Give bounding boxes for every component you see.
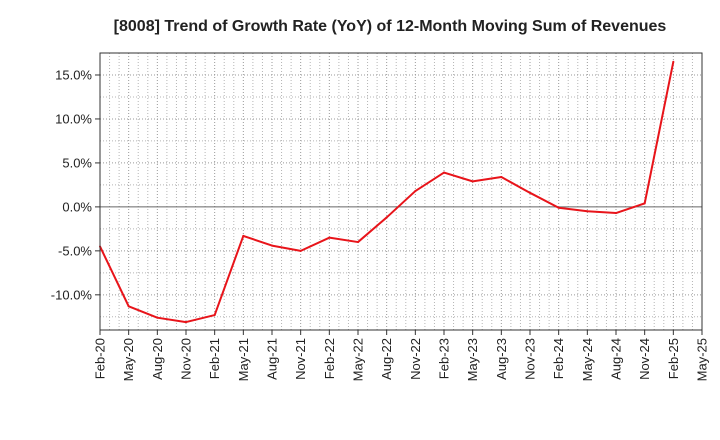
x-tick-label: Aug-24 xyxy=(609,338,624,380)
y-tick-label: 15.0% xyxy=(55,67,92,82)
data-point xyxy=(557,206,560,209)
x-tick-label: Feb-25 xyxy=(666,338,681,379)
x-tick-label: May-23 xyxy=(465,338,480,381)
x-axis: Feb-20 May-20 Aug-20 Nov-20 Feb-21 May-21 Aug-… xyxy=(93,330,710,381)
x-tick-label: Aug-20 xyxy=(150,338,165,380)
data-point xyxy=(529,191,531,194)
x-tick-label: Feb-22 xyxy=(322,338,337,379)
data-point xyxy=(328,236,331,239)
x-tick-label: Feb-20 xyxy=(93,338,108,379)
x-tick-label: Aug-23 xyxy=(494,338,509,380)
x-tick-label: Feb-23 xyxy=(437,338,452,379)
x-tick-label: Aug-21 xyxy=(265,338,280,380)
x-tick-label: May-25 xyxy=(695,338,710,381)
series-layer xyxy=(99,60,675,324)
y-tick-label: 10.0% xyxy=(55,111,92,126)
data-point xyxy=(471,180,474,183)
data-point xyxy=(672,60,675,63)
x-tick-label: Feb-21 xyxy=(207,338,222,379)
x-tick-label: Nov-22 xyxy=(408,338,423,380)
x-tick-label: Nov-21 xyxy=(293,338,308,380)
x-tick-label: Aug-22 xyxy=(379,338,394,380)
data-point xyxy=(443,171,445,174)
data-point xyxy=(615,212,617,215)
y-axis: 15.0% 10.0% 5.0% 0.0% -5.0% -10.0% xyxy=(51,67,100,302)
data-point xyxy=(586,210,589,213)
y-tick-label: -10.0% xyxy=(51,287,93,302)
data-point xyxy=(643,202,646,205)
data-point xyxy=(185,321,187,324)
data-point xyxy=(156,316,159,319)
data-point xyxy=(271,244,273,247)
data-point xyxy=(242,234,245,237)
x-tick-label: May-24 xyxy=(580,338,595,381)
grid xyxy=(100,52,702,330)
y-tick-label: 5.0% xyxy=(62,155,92,170)
y-tick-label: -5.0% xyxy=(58,243,92,258)
plot-area xyxy=(100,53,702,330)
x-tick-label: Nov-24 xyxy=(637,338,652,380)
data-point xyxy=(127,305,130,308)
data-point xyxy=(299,249,302,252)
x-tick-label: May-22 xyxy=(351,338,366,381)
x-tick-label: Nov-20 xyxy=(179,338,194,380)
data-point xyxy=(357,241,359,244)
data-point xyxy=(385,216,388,219)
x-tick-label: May-21 xyxy=(236,338,251,381)
data-point xyxy=(500,175,503,178)
x-tick-label: Feb-24 xyxy=(551,338,566,379)
x-tick-label: May-20 xyxy=(121,338,136,381)
plot-frame xyxy=(99,52,703,331)
y-tick-label: 0.0% xyxy=(62,199,92,214)
data-point xyxy=(414,190,417,193)
chart-title: [8008] Trend of Growth Rate (YoY) of 12-… xyxy=(114,18,667,35)
data-point xyxy=(213,314,216,317)
x-tick-label: Nov-23 xyxy=(523,338,538,380)
